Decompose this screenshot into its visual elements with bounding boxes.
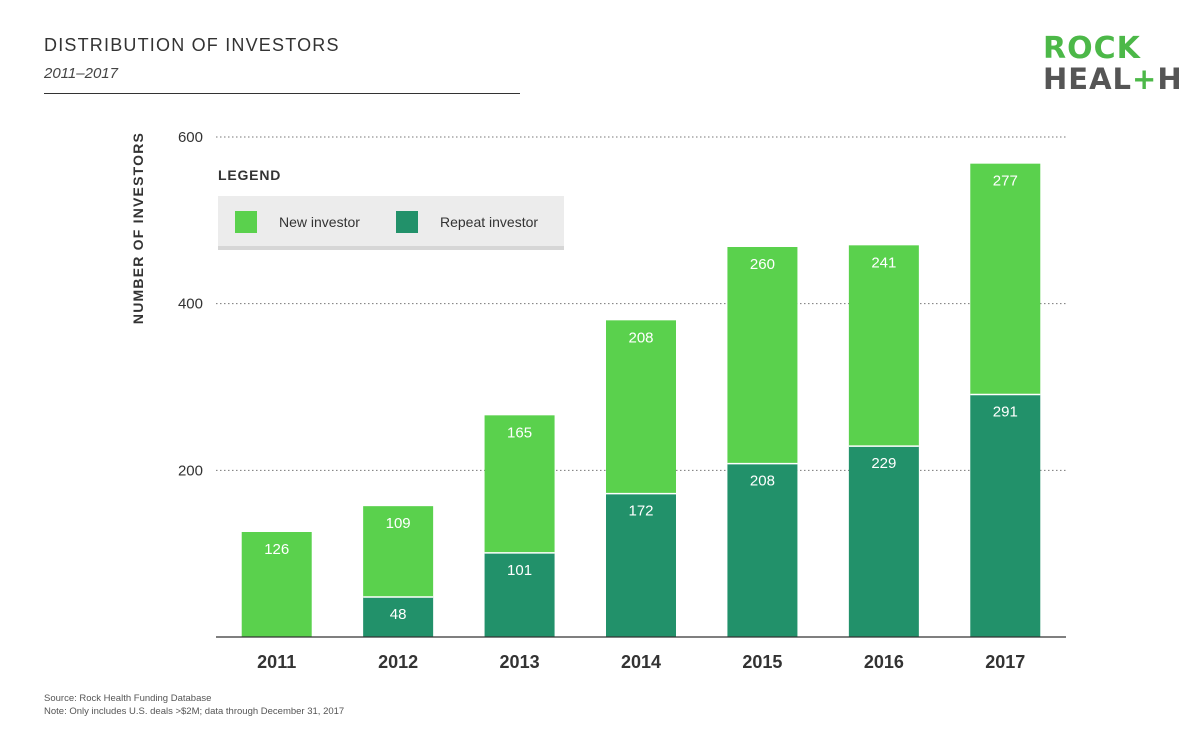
y-tick-label-200: 200 [178, 462, 203, 479]
data-label-repeat-investor-2015: 208 [750, 473, 775, 490]
chart-title: DISTRIBUTION OF INVESTORS [44, 35, 340, 55]
data-label-new-investor-2014: 208 [628, 329, 653, 346]
y-axis-label: NUMBER OF INVESTORS [130, 132, 146, 324]
x-tick-label-2016: 2016 [864, 652, 904, 672]
x-tick-label-2013: 2013 [500, 652, 540, 672]
legend: New investor Repeat investor [218, 196, 564, 250]
bar-new-investor-2017 [970, 163, 1041, 395]
data-label-repeat-investor-2012: 48 [390, 606, 407, 623]
bar-new-investor-2014 [606, 320, 676, 494]
data-label-new-investor-2015: 260 [750, 256, 775, 273]
x-tick-label-2015: 2015 [742, 652, 782, 672]
legend-label-new: New investor [279, 214, 360, 230]
x-tick-label-2014: 2014 [621, 652, 661, 672]
legend-swatch-new [235, 211, 257, 233]
bar-new-investor-2013 [484, 415, 555, 553]
data-label-new-investor-2012: 109 [386, 515, 411, 532]
data-label-repeat-investor-2014: 172 [628, 503, 653, 520]
logo-plus-icon: + [1132, 62, 1158, 96]
bars: 126 48 109 101 165 172 208 208 260 229 241 291 277 [241, 163, 1041, 637]
bar-new-investor-2015 [727, 247, 798, 464]
x-tick-label-2011: 2011 [257, 652, 296, 672]
data-label-new-investor-2017: 277 [993, 173, 1018, 190]
data-label-new-investor-2011: 126 [264, 541, 289, 558]
y-tick-label-400: 400 [178, 296, 203, 313]
rock-health-logo: ROCK HEAL+H [1040, 31, 1182, 96]
chart-subtitle: 2011–2017 [44, 65, 118, 82]
bar-repeat-investor-2015 [727, 463, 798, 637]
logo-line-2: HEAL+H [1043, 62, 1183, 96]
bar-repeat-investor-2016 [848, 446, 919, 637]
bar-repeat-investor-2012 [363, 597, 434, 637]
bar-new-investor-2016 [848, 245, 919, 447]
logo-line-1: ROCK [1043, 31, 1141, 66]
y-tick-label-600: 600 [178, 129, 203, 146]
bar-new-investor-2011 [241, 532, 312, 637]
legend-title: LEGEND [218, 167, 282, 183]
x-tick-label-2017: 2017 [985, 652, 1025, 672]
data-label-new-investor-2013: 165 [507, 424, 532, 441]
footer-source: Source: Rock Health Funding Database [44, 693, 212, 704]
footer-note: Note: Only includes U.S. deals >$2M; dat… [44, 706, 345, 717]
footer: Source: Rock Health Funding Database Not… [44, 692, 344, 718]
data-label-new-investor-2016: 241 [871, 254, 896, 271]
legend-swatch-repeat [396, 211, 418, 233]
x-axis-ticks: 2011 2012 2013 2014 2015 2016 2017 [257, 652, 1025, 672]
bar-repeat-investor-2017 [970, 394, 1041, 637]
y-axis-ticks: 200 400 600 [178, 129, 203, 479]
x-tick-label-2012: 2012 [378, 652, 418, 672]
data-label-repeat-investor-2013: 101 [507, 562, 532, 579]
data-label-repeat-investor-2016: 229 [871, 455, 896, 472]
legend-label-repeat: Repeat investor [440, 214, 539, 230]
title-divider [44, 93, 520, 94]
legend-item-new: New investor [235, 211, 360, 233]
legend-item-repeat: Repeat investor [396, 211, 538, 233]
data-label-repeat-investor-2017: 291 [993, 404, 1018, 421]
bar-new-investor-2012 [363, 506, 434, 597]
bar-repeat-investor-2014 [606, 493, 676, 637]
bar-repeat-investor-2013 [484, 552, 555, 637]
